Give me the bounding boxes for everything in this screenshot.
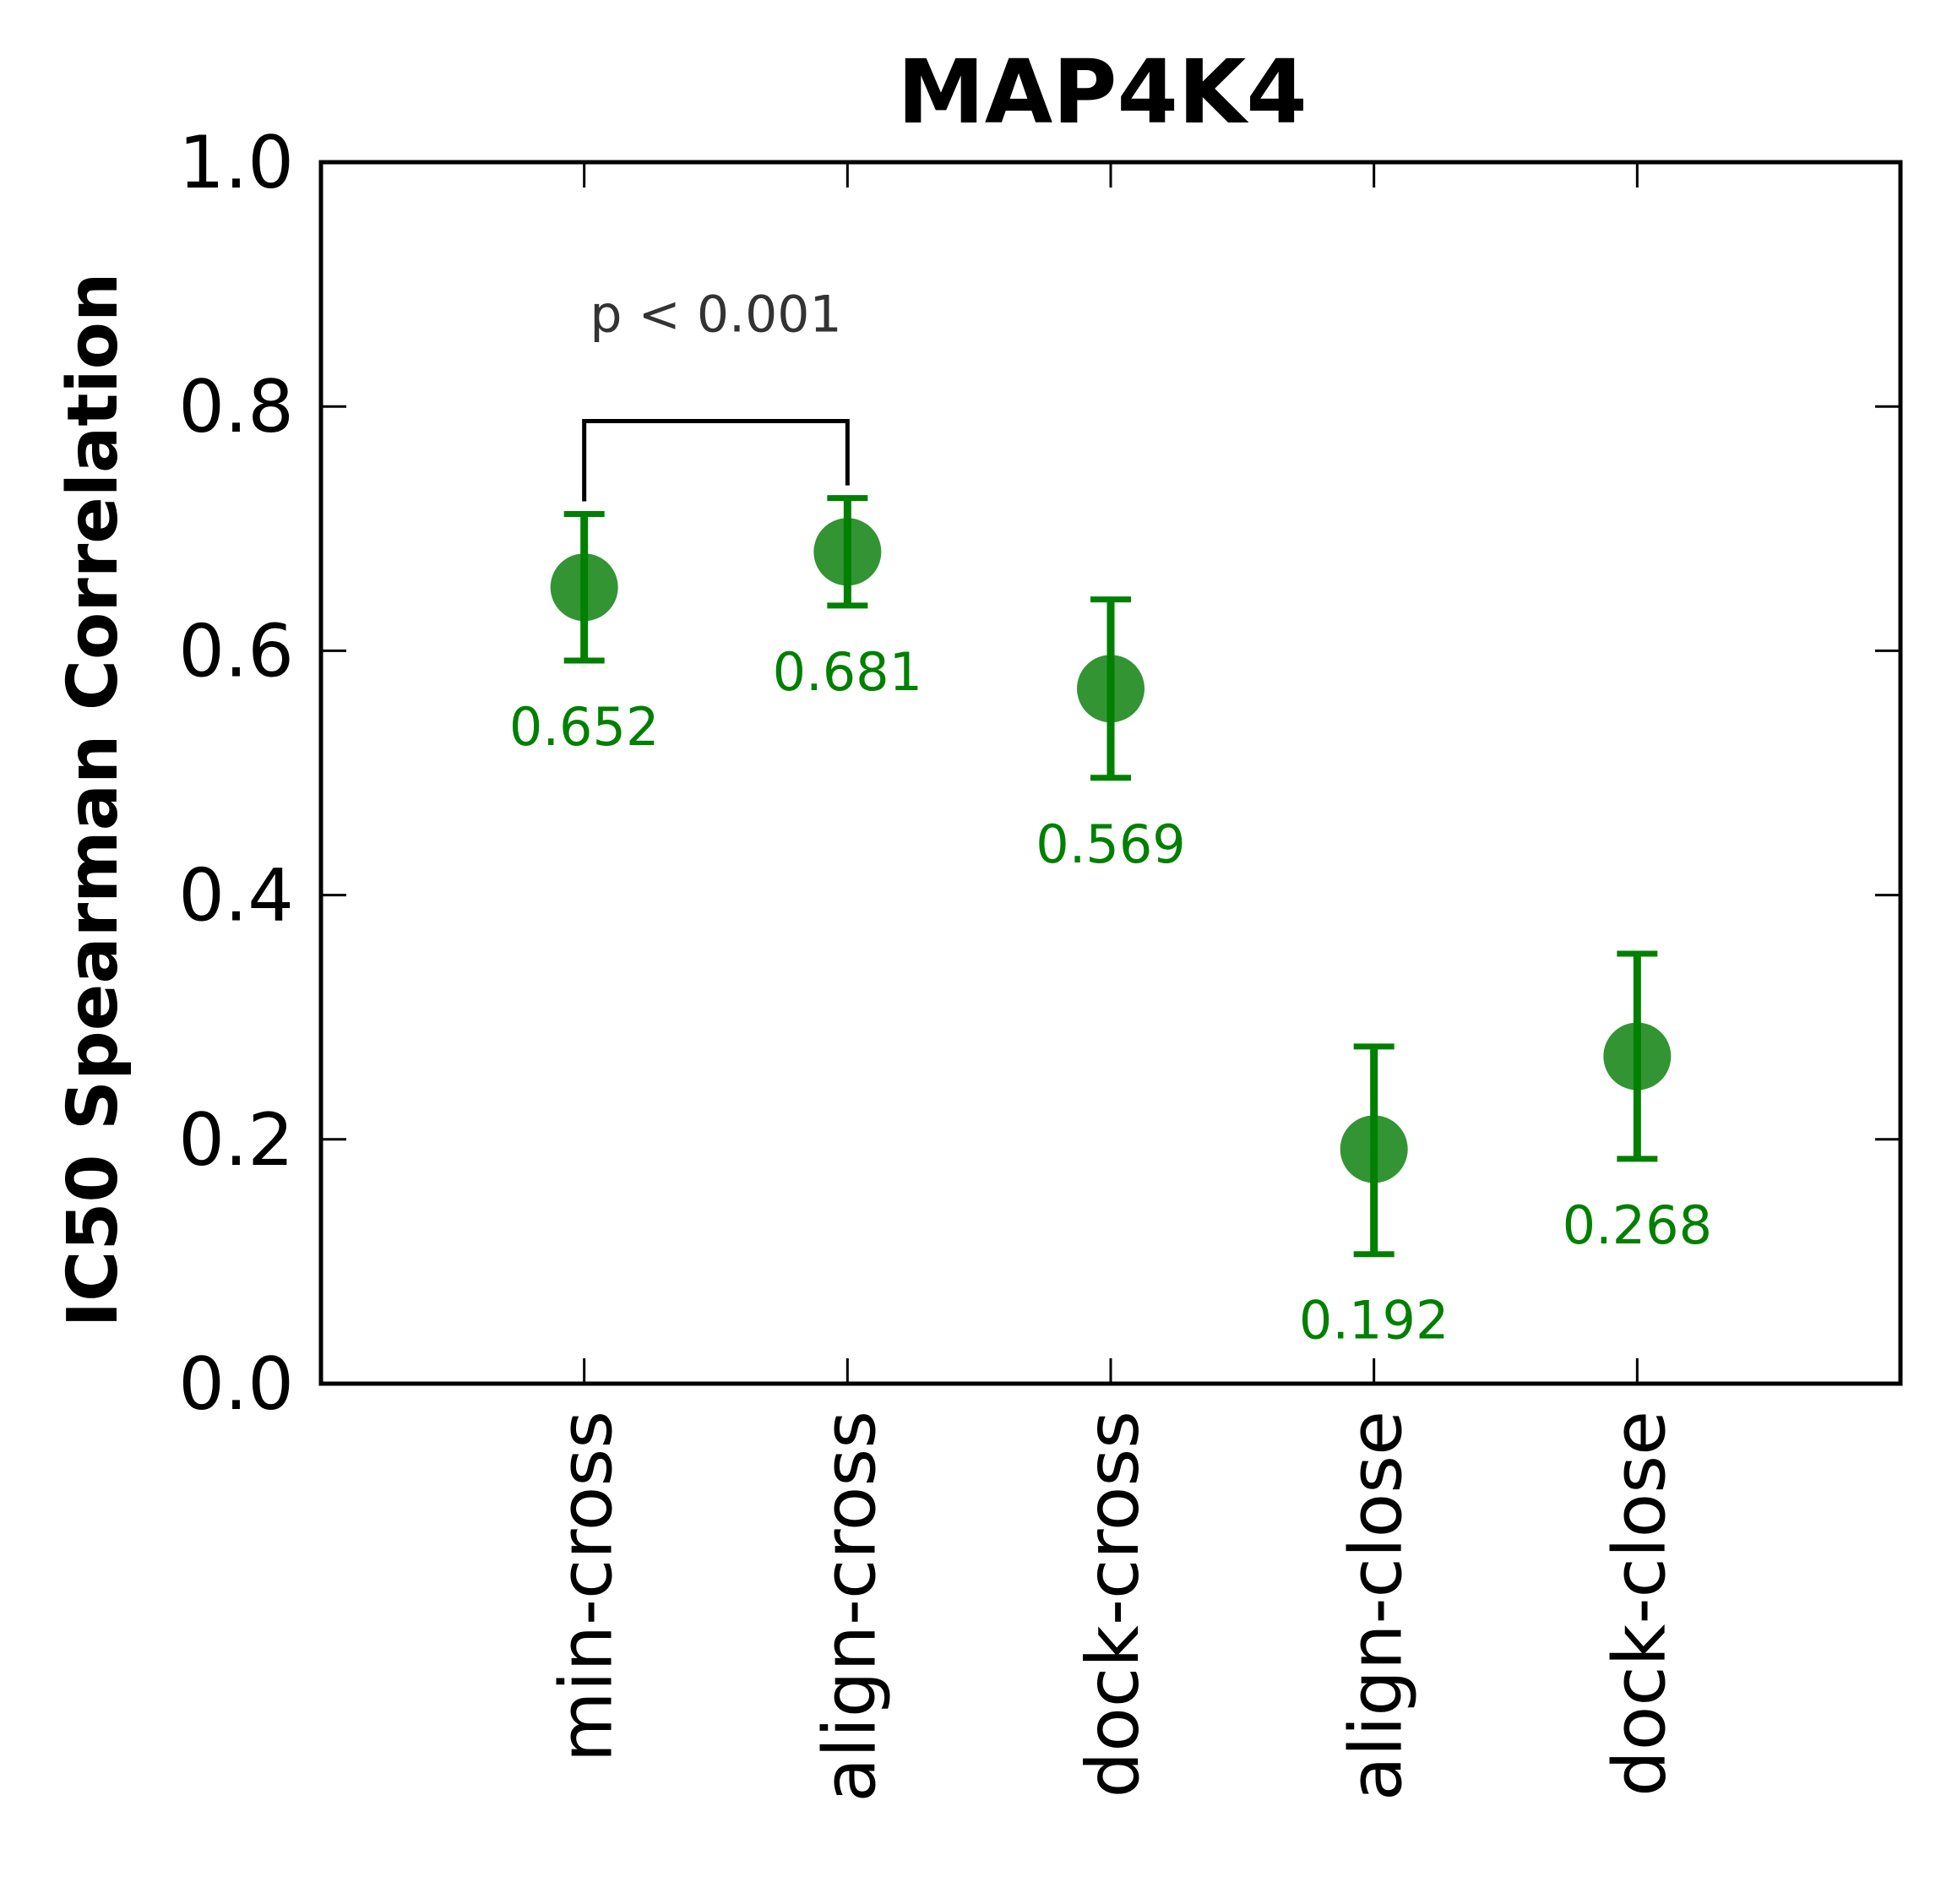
data-label: 0.681 bbox=[773, 641, 923, 703]
significance-label: p < 0.001 bbox=[590, 286, 841, 345]
data-label: 0.268 bbox=[1563, 1194, 1713, 1256]
significance-bracket-line bbox=[582, 419, 850, 502]
y-tick-label: 0.0 bbox=[178, 1342, 294, 1427]
y-tick-label: 1.0 bbox=[178, 121, 294, 205]
significance-bracket: p < 0.001 bbox=[582, 286, 850, 502]
y-tick-label: 0.8 bbox=[178, 365, 294, 449]
data-label: 0.192 bbox=[1299, 1290, 1449, 1352]
y-tick-label: 0.6 bbox=[178, 609, 294, 694]
x-tick-label: dock-close bbox=[1597, 1411, 1682, 1797]
y-axis: 0.0 0.2 0.4 0.6 0.8 1.0 bbox=[178, 121, 1900, 1427]
x-tick-label: min-cross bbox=[545, 1411, 629, 1762]
y-axis-label: IC50 Spearman Correlation bbox=[53, 273, 133, 1328]
data-label: 0.569 bbox=[1036, 813, 1186, 875]
x-tick-label: align-cross bbox=[807, 1411, 892, 1803]
y-tick-label: 0.4 bbox=[178, 854, 294, 938]
series-points: 0.652 0.681 0.569 0.192 0.268 bbox=[509, 495, 1713, 1352]
x-axis: min-cross align-cross dock-cross align-clos… bbox=[545, 162, 1682, 1803]
chart-title: MAP4K4 bbox=[897, 41, 1308, 144]
y-tick-label: 0.2 bbox=[178, 1098, 294, 1183]
x-tick-label: dock-cross bbox=[1071, 1411, 1155, 1798]
data-label: 0.652 bbox=[509, 696, 660, 758]
x-tick-label: align-close bbox=[1335, 1411, 1419, 1801]
